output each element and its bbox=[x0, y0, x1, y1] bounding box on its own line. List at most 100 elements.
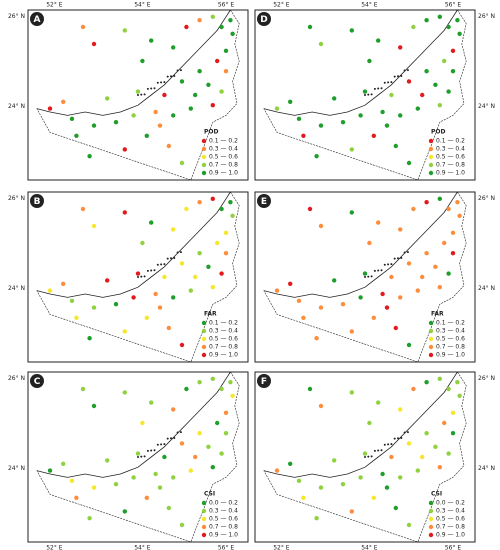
station bbox=[113, 482, 119, 487]
island bbox=[170, 257, 172, 260]
legend-label: 0.1 — 0.2 bbox=[436, 138, 465, 145]
station bbox=[446, 386, 451, 392]
station bbox=[166, 143, 171, 149]
legend-label: 0.7 — 0.8 bbox=[209, 344, 238, 351]
station bbox=[296, 478, 302, 483]
station bbox=[188, 468, 193, 473]
legend-swatch bbox=[428, 138, 434, 144]
station bbox=[228, 380, 233, 385]
station bbox=[87, 516, 92, 521]
station bbox=[340, 120, 346, 125]
station bbox=[61, 281, 66, 286]
station bbox=[307, 206, 313, 212]
station bbox=[393, 505, 398, 511]
station bbox=[446, 271, 451, 276]
lon-label: 52° E bbox=[46, 545, 63, 550]
station bbox=[131, 475, 136, 480]
station bbox=[455, 380, 460, 385]
lat-label: 24° N bbox=[8, 285, 25, 292]
legend-swatch bbox=[428, 328, 434, 334]
station bbox=[179, 342, 185, 348]
station bbox=[446, 24, 451, 30]
station bbox=[153, 109, 158, 115]
legend-swatch bbox=[201, 162, 207, 168]
station bbox=[362, 451, 368, 456]
island bbox=[380, 449, 383, 452]
station bbox=[358, 113, 363, 118]
legend-label: 0.9 — 1.0 bbox=[436, 352, 465, 359]
station bbox=[376, 400, 381, 405]
station bbox=[61, 461, 66, 466]
station bbox=[415, 468, 420, 473]
legend-label: 0.3 — 0.4 bbox=[436, 508, 465, 515]
station bbox=[171, 113, 176, 118]
station bbox=[219, 271, 224, 276]
panel-badge bbox=[30, 12, 44, 26]
island bbox=[160, 443, 163, 446]
lat-label: 26° N bbox=[8, 375, 25, 382]
station bbox=[437, 14, 442, 19]
island bbox=[403, 251, 406, 254]
station bbox=[91, 403, 97, 409]
station bbox=[157, 485, 163, 490]
station bbox=[406, 160, 412, 166]
legend-label: 0.3 — 0.4 bbox=[436, 146, 465, 153]
island bbox=[146, 449, 149, 452]
legend-swatch bbox=[201, 146, 207, 152]
panel-letter: E bbox=[261, 197, 267, 207]
station bbox=[307, 24, 313, 30]
island bbox=[406, 431, 409, 434]
station bbox=[131, 295, 136, 300]
legend-label: 0.0 — 0.2 bbox=[209, 500, 238, 507]
island bbox=[156, 81, 159, 84]
island bbox=[166, 257, 169, 260]
station bbox=[349, 509, 354, 514]
station bbox=[332, 458, 337, 463]
legend-label: 0.3 — 0.4 bbox=[209, 146, 238, 153]
station bbox=[223, 230, 229, 235]
island bbox=[383, 443, 386, 446]
island bbox=[393, 75, 396, 78]
station bbox=[318, 485, 324, 490]
station bbox=[206, 444, 211, 449]
station bbox=[197, 18, 202, 23]
island bbox=[370, 93, 373, 96]
island bbox=[140, 455, 143, 458]
station bbox=[184, 386, 189, 392]
station bbox=[384, 485, 390, 490]
panel-letter: C bbox=[34, 377, 41, 387]
island bbox=[373, 87, 376, 90]
legend-title: FAR bbox=[431, 311, 444, 318]
station bbox=[314, 154, 319, 159]
legend-swatch bbox=[201, 524, 207, 530]
station bbox=[362, 271, 368, 276]
island bbox=[137, 276, 139, 278]
island bbox=[400, 436, 403, 439]
island bbox=[163, 443, 166, 446]
station bbox=[219, 206, 224, 212]
station bbox=[296, 116, 302, 122]
island bbox=[176, 251, 179, 254]
station bbox=[406, 441, 412, 446]
station bbox=[446, 451, 451, 456]
station bbox=[197, 69, 202, 74]
station bbox=[69, 298, 75, 303]
island bbox=[143, 275, 146, 278]
island bbox=[393, 437, 396, 440]
station bbox=[215, 420, 220, 426]
station bbox=[349, 28, 354, 33]
station bbox=[61, 99, 66, 105]
lat-label: 26° N bbox=[8, 13, 25, 20]
station bbox=[215, 240, 220, 246]
station bbox=[420, 92, 425, 98]
panel-badge bbox=[30, 374, 44, 388]
legend-swatch bbox=[428, 352, 434, 358]
station bbox=[371, 495, 376, 500]
station bbox=[171, 407, 176, 412]
lon-label: 54° E bbox=[361, 2, 378, 9]
lon-label: 56° E bbox=[445, 2, 462, 9]
legend-swatch bbox=[428, 508, 434, 514]
station bbox=[450, 251, 456, 256]
island bbox=[403, 69, 406, 72]
legend-swatch bbox=[201, 508, 207, 514]
